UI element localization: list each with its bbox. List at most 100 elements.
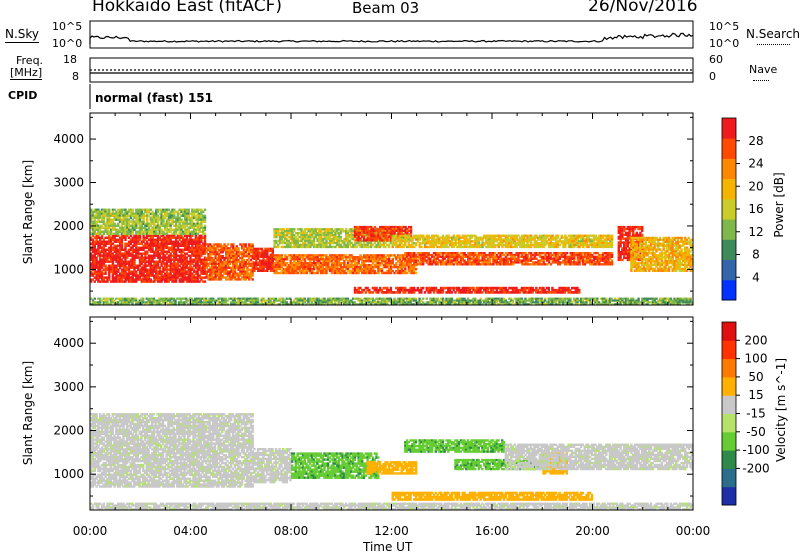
power-data-cell xyxy=(479,253,482,257)
power-data-cell xyxy=(111,248,115,251)
power-data-cell xyxy=(111,252,115,255)
power-data-cell xyxy=(253,265,256,268)
power-data-cell xyxy=(298,267,301,271)
power-data-cell xyxy=(118,278,122,281)
power-data-cell xyxy=(95,220,98,223)
power-data-cell xyxy=(396,240,400,243)
power-data-cell xyxy=(111,232,115,235)
power-data-cell xyxy=(102,248,105,251)
power-data-cell xyxy=(262,249,265,253)
power-data-cell xyxy=(100,230,104,233)
power-data-cell xyxy=(316,239,319,243)
power-data-cell xyxy=(420,234,423,237)
power-data-cell xyxy=(214,272,217,275)
power-data-cell xyxy=(102,246,105,249)
power-data-cell xyxy=(519,238,522,241)
power-data-cell xyxy=(336,232,339,235)
power-data-cell xyxy=(223,249,226,252)
power-data-cell xyxy=(100,214,104,217)
power-data-cell xyxy=(108,210,111,213)
power-data-cell xyxy=(481,240,484,243)
power-data-cell xyxy=(382,256,385,259)
power-data-cell xyxy=(380,237,384,241)
power-data-cell xyxy=(117,216,120,219)
power-data-cell xyxy=(124,280,127,283)
power-data-cell xyxy=(284,235,287,239)
power-data-cell xyxy=(108,218,111,221)
power-data-cell xyxy=(171,278,174,281)
power-data-cell xyxy=(585,236,588,239)
power-data-cell xyxy=(481,242,484,245)
power-data-cell xyxy=(142,258,145,261)
power-data-cell xyxy=(328,254,332,257)
power-data-cell xyxy=(354,260,357,263)
power-data-cell xyxy=(438,253,441,257)
power-data-cell xyxy=(450,236,454,239)
power-data-cell xyxy=(429,236,432,239)
power-data-cell xyxy=(291,265,294,269)
power-data-cell xyxy=(106,220,109,223)
power-data-cell xyxy=(210,260,214,264)
power-data-cell xyxy=(167,222,171,225)
power-data-cell xyxy=(470,243,473,247)
power-data-cell xyxy=(187,214,190,217)
power-data-cell xyxy=(413,263,416,266)
power-data-cell xyxy=(540,245,544,249)
power-data-cell xyxy=(111,220,115,223)
power-data-cell xyxy=(126,218,129,221)
power-data-cell xyxy=(212,272,215,275)
power-data-cell xyxy=(187,266,190,269)
power-data-cell xyxy=(174,222,178,225)
power-data-cell xyxy=(285,245,289,249)
power-data-cell xyxy=(131,256,134,259)
power-data-cell xyxy=(104,256,107,259)
power-data-cell xyxy=(153,212,156,215)
power-data-cell xyxy=(200,258,203,261)
power-data-cell xyxy=(97,236,100,239)
power-data-cell xyxy=(409,255,412,258)
power-data-cell xyxy=(316,234,319,237)
power-data-cell xyxy=(485,240,488,243)
power-data-cell xyxy=(140,258,143,261)
power-data-cell xyxy=(129,230,133,233)
power-data-cell xyxy=(379,232,382,235)
power-data-cell xyxy=(307,267,310,271)
power-data-cell xyxy=(118,258,122,261)
power-data-cell xyxy=(429,253,432,257)
power-data-cell xyxy=(192,252,196,255)
power-data-cell xyxy=(99,276,102,279)
power-data-cell xyxy=(431,245,434,249)
power-data-cell xyxy=(118,226,122,229)
power-data-cell xyxy=(257,269,260,272)
power-data-cell xyxy=(138,274,142,277)
power-data-cell xyxy=(352,269,355,273)
power-data-cell xyxy=(242,249,246,252)
power-data-cell xyxy=(209,255,212,258)
power-data-cell xyxy=(111,268,115,271)
power-data-cell xyxy=(97,232,100,235)
power-data-cell xyxy=(171,228,174,231)
power-data-cell xyxy=(461,245,464,249)
power-data-cell xyxy=(269,269,273,272)
power-data-cell xyxy=(370,269,373,273)
power-data-cell xyxy=(242,274,246,277)
power-data-cell xyxy=(242,258,246,262)
power-data-cell xyxy=(470,234,473,237)
power-data-cell xyxy=(91,210,95,213)
power-data-cell xyxy=(409,252,412,255)
power-data-cell xyxy=(339,239,342,243)
power-data-cell xyxy=(564,245,567,249)
power-data-cell xyxy=(522,243,526,247)
nsky-label: N.Sky xyxy=(5,27,40,43)
power-data-cell xyxy=(140,280,143,283)
power-data-cell xyxy=(147,280,151,283)
power-data-cell xyxy=(196,240,199,243)
power-data-cell xyxy=(133,222,136,225)
power-data-cell xyxy=(192,276,196,279)
power-data-cell xyxy=(607,242,610,245)
power-data-cell xyxy=(582,242,585,245)
power-data-cell xyxy=(210,262,214,265)
power-data-cell xyxy=(384,241,387,245)
power-data-cell xyxy=(104,264,107,267)
power-data-cell xyxy=(239,264,242,267)
